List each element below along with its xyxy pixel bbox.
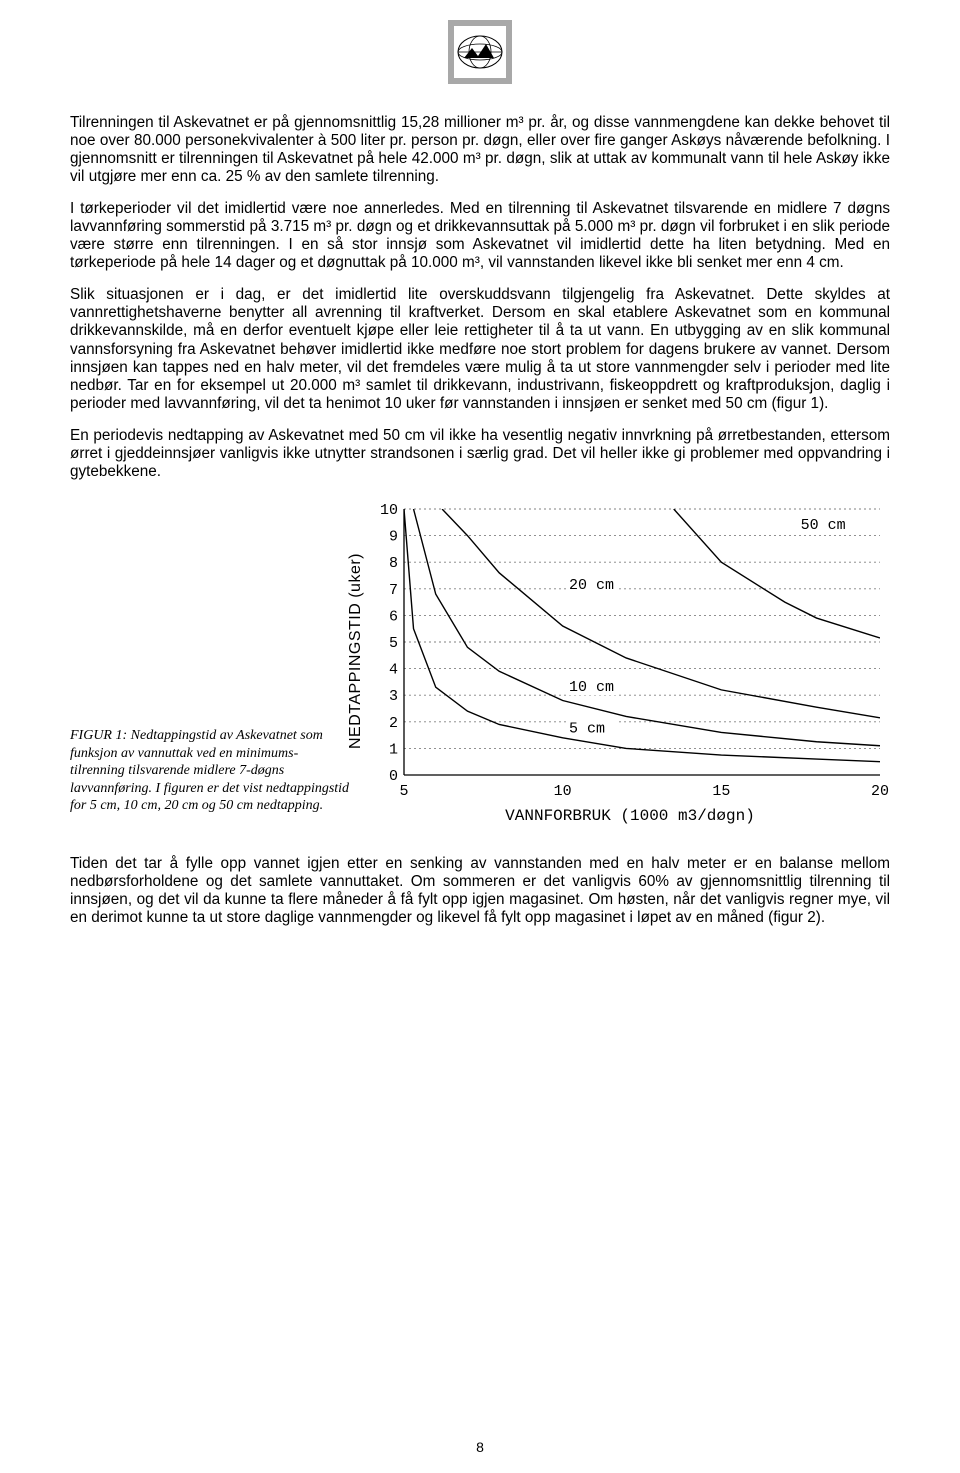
svg-text:8: 8 bbox=[389, 555, 398, 572]
paragraph-4: En periodevis nedtapping av Askevatnet m… bbox=[70, 427, 890, 481]
paragraph-2: I tørkeperioder vil det imidlertid være … bbox=[70, 200, 890, 272]
chart-ylabel: NEDTAPPINGSTID (uker) bbox=[347, 553, 365, 749]
paragraph-3: Slik situasjonen er i dag, er det imidle… bbox=[70, 286, 890, 412]
svg-text:15: 15 bbox=[712, 783, 730, 800]
svg-text:5: 5 bbox=[399, 783, 408, 800]
page-number: 8 bbox=[0, 1439, 960, 1455]
header-logo bbox=[70, 20, 890, 84]
svg-text:7: 7 bbox=[389, 582, 398, 599]
figure-caption: FIGUR 1: Nedtappingstid av Askevatnet so… bbox=[70, 727, 370, 825]
svg-text:10: 10 bbox=[554, 783, 572, 800]
svg-text:20: 20 bbox=[871, 783, 889, 800]
svg-text:3: 3 bbox=[389, 688, 398, 705]
svg-text:0: 0 bbox=[389, 768, 398, 785]
svg-text:6: 6 bbox=[389, 608, 398, 625]
svg-text:10 cm: 10 cm bbox=[569, 679, 614, 696]
svg-text:50 cm: 50 cm bbox=[801, 517, 846, 534]
chart-xlabel: VANNFORBRUK (1000 m3/døgn) bbox=[370, 807, 890, 825]
svg-text:5 cm: 5 cm bbox=[569, 720, 605, 737]
svg-text:2: 2 bbox=[389, 715, 398, 732]
svg-text:9: 9 bbox=[389, 528, 398, 545]
svg-text:1: 1 bbox=[389, 741, 398, 758]
svg-text:5: 5 bbox=[389, 635, 398, 652]
svg-text:20 cm: 20 cm bbox=[569, 577, 614, 594]
paragraph-5: Tiden det tar å fylle opp vannet igjen e… bbox=[70, 855, 890, 927]
paragraph-1: Tilrenningen til Askevatnet er på gjenno… bbox=[70, 114, 890, 186]
svg-text:4: 4 bbox=[389, 661, 398, 678]
figure-1-chart: NEDTAPPINGSTID (uker) 012345678910510152… bbox=[370, 501, 890, 825]
svg-text:10: 10 bbox=[380, 502, 398, 519]
